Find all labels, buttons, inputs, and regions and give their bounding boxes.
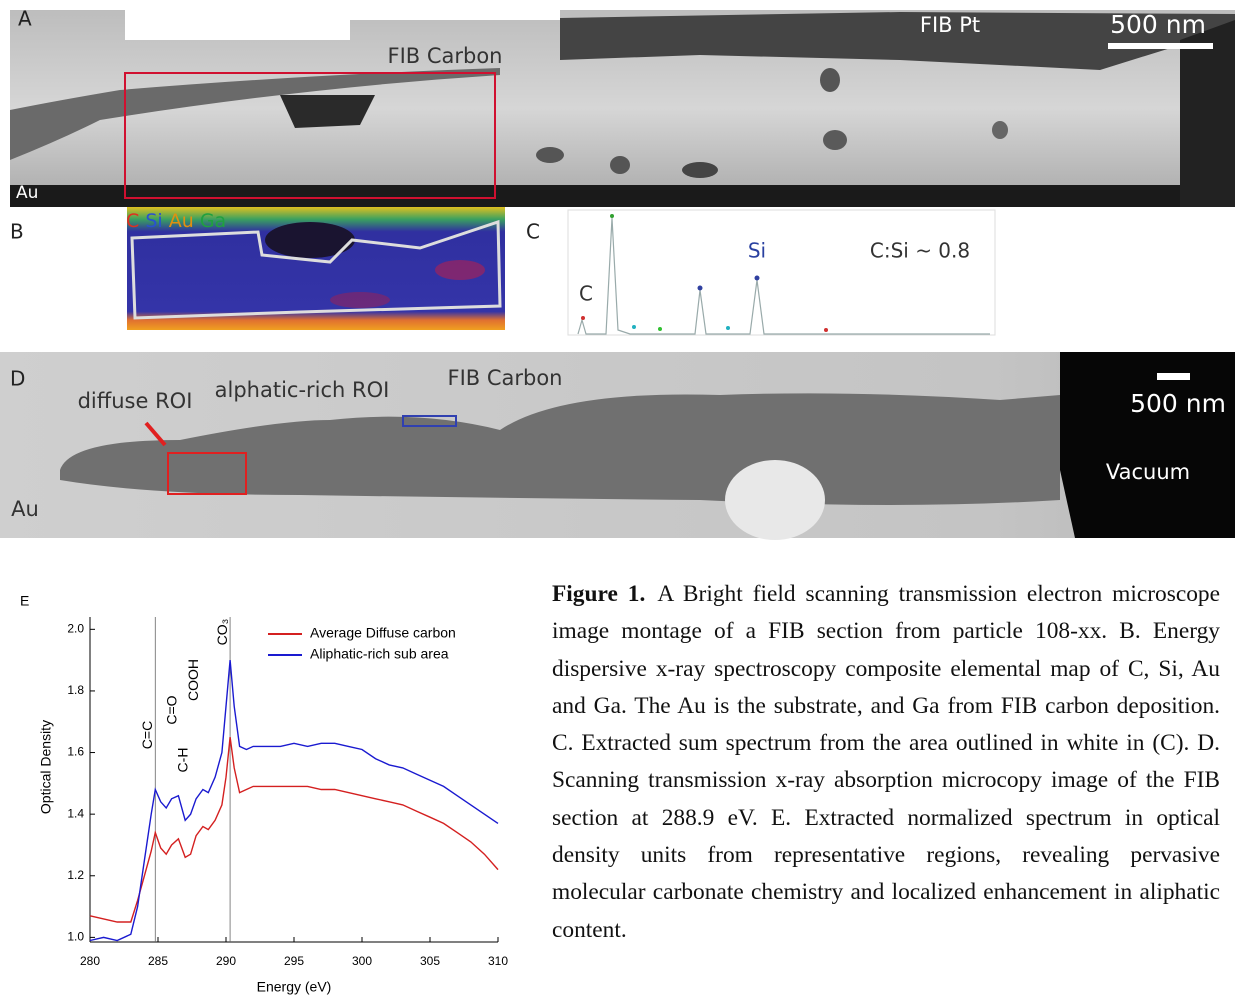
x-tick-label: 300 — [352, 954, 372, 968]
x-tick-label: 290 — [216, 954, 236, 968]
peak-label: C-H — [174, 748, 190, 773]
page: A FIB Carbon FIB Pt 500 nm Au B C Si Au … — [0, 0, 1235, 997]
x-tick-label: 310 — [488, 954, 508, 968]
annotation: Vacuum — [1106, 460, 1190, 484]
peak-label: CO₃ — [214, 619, 230, 646]
panel-label: E — [20, 593, 29, 609]
y-axis-title: Optical Density — [38, 720, 54, 814]
annotation: FIB Carbon — [387, 44, 502, 68]
y-tick-label: 1.8 — [67, 683, 84, 697]
peak-label: C=O — [163, 695, 179, 724]
element-legend: C Si Au Ga — [126, 210, 226, 232]
annotation: diffuse ROI — [78, 389, 193, 413]
annotation: alphatic-rich ROI — [215, 378, 390, 402]
y-tick-label: 1.6 — [67, 745, 84, 759]
legend-label: Average Diffuse carbon — [310, 625, 456, 641]
annotation: Au — [11, 497, 39, 521]
scale-label: 500 nm — [1110, 10, 1206, 39]
x-tick-label: 285 — [148, 954, 168, 968]
y-tick-label: 1.2 — [67, 868, 84, 882]
y-tick-label: 1.0 — [67, 930, 84, 944]
panel-a-image — [10, 10, 1235, 207]
series-line — [90, 660, 498, 940]
element: Au — [169, 210, 194, 232]
element: Ga — [200, 210, 226, 232]
panel-label: A — [18, 7, 32, 31]
x-tick-label: 295 — [284, 954, 304, 968]
annotation: FIB Pt — [920, 13, 980, 37]
caption: Figure 1.A Bright field scanning transmi… — [552, 576, 1220, 949]
chart: E Energy (eV) Optical Density 1.0 1.2 1.4 1… — [20, 593, 508, 995]
series-line — [90, 737, 498, 922]
x-tick-label: 305 — [420, 954, 440, 968]
caption-text: A Bright field scanning transmission ele… — [552, 581, 1220, 943]
y-tick-label: 1.4 — [67, 806, 84, 820]
ratio-label: C:Si ~ 0.8 — [870, 239, 970, 263]
peak-label: COOH — [185, 659, 201, 701]
peak-label: Si — [748, 239, 766, 263]
scale-label: 500 nm — [1130, 389, 1226, 418]
caption-label: Figure 1. — [552, 581, 645, 607]
panel-label: C — [526, 220, 540, 244]
peak-label: C — [579, 282, 593, 306]
annotation: Au — [16, 183, 38, 203]
peak-label: C=C — [139, 721, 155, 749]
legend-label: Aliphatic-rich sub area — [310, 646, 449, 662]
element: Si — [145, 210, 162, 232]
x-tick-label: 280 — [80, 954, 100, 968]
panel-d-image — [0, 352, 1235, 540]
annotation: FIB Carbon — [447, 366, 562, 390]
panel-label: D — [10, 367, 25, 391]
panel-c-spectrum — [568, 210, 995, 335]
y-tick-label: 2.0 — [67, 621, 84, 635]
panel-label: B — [10, 220, 24, 244]
x-axis-title: Energy (eV) — [257, 979, 332, 995]
element: C — [126, 210, 139, 232]
